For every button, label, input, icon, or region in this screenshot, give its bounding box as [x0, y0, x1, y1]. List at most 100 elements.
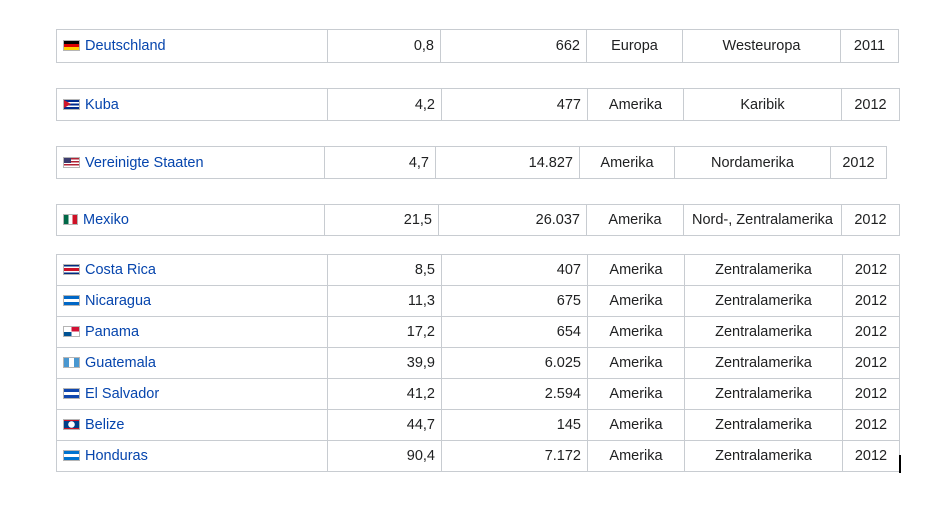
table-row: El Salvador 41,2 2.594 Amerika Zentralam… — [56, 378, 900, 410]
region-cell: Nord-, Zentralamerika — [683, 204, 842, 236]
table-section-cuba: Kuba 4,2 477 Amerika Karibik 2012 — [56, 88, 900, 121]
country-cell: Mexiko — [56, 204, 325, 236]
region-cell: Zentralamerika — [684, 440, 843, 472]
continent-cell: Amerika — [579, 146, 675, 179]
year-cell: 2012 — [842, 285, 900, 317]
country-cell: Kuba — [56, 88, 328, 121]
continent-cell: Amerika — [587, 378, 685, 410]
country-link[interactable]: Kuba — [85, 96, 119, 113]
table-row: Costa Rica 8,5 407 Amerika Zentralamerik… — [56, 254, 900, 286]
text-cursor — [899, 455, 901, 473]
country-link[interactable]: Deutschland — [85, 38, 166, 54]
table-row: Mexiko 21,5 26.037 Amerika Nord-, Zentra… — [56, 204, 900, 236]
value2-cell: 6.025 — [441, 347, 588, 379]
year-cell: 2012 — [841, 88, 900, 121]
continent-cell: Amerika — [587, 254, 685, 286]
country-link[interactable]: El Salvador — [85, 386, 160, 402]
belize-flag-icon — [63, 419, 80, 430]
germany-flag-icon — [63, 40, 80, 51]
country-cell: Belize — [56, 409, 328, 441]
nicaragua-flag-icon — [63, 295, 80, 306]
table-section-mexico: Mexiko 21,5 26.037 Amerika Nord-, Zentra… — [56, 204, 900, 236]
usa-flag-icon — [63, 156, 80, 168]
value2-cell: 145 — [441, 409, 588, 441]
continent-cell: Europa — [586, 29, 683, 63]
country-link[interactable]: Belize — [85, 417, 125, 433]
region-cell: Zentralamerika — [684, 285, 843, 317]
country-link[interactable]: Vereinigte Staaten — [85, 154, 204, 171]
value1-cell: 17,2 — [327, 316, 442, 348]
value1-cell: 44,7 — [327, 409, 442, 441]
value2-cell: 26.037 — [438, 204, 587, 236]
el-salvador-flag-icon — [63, 388, 80, 399]
continent-cell: Amerika — [587, 409, 685, 441]
value1-cell: 21,5 — [324, 204, 439, 236]
country-cell: Nicaragua — [56, 285, 328, 317]
value1-cell: 41,2 — [327, 378, 442, 410]
year-cell: 2012 — [842, 409, 900, 441]
honduras-flag-icon — [63, 450, 80, 461]
year-cell: 2012 — [842, 378, 900, 410]
country-link[interactable]: Guatemala — [85, 355, 156, 371]
mexico-flag-icon — [63, 214, 78, 225]
region-cell: Zentralamerika — [684, 378, 843, 410]
region-cell: Zentralamerika — [684, 409, 843, 441]
continent-cell: Amerika — [587, 285, 685, 317]
country-cell: Deutschland — [56, 29, 328, 63]
country-cell: Honduras — [56, 440, 328, 472]
country-cell: Costa Rica — [56, 254, 328, 286]
value2-cell: 654 — [441, 316, 588, 348]
value1-cell: 0,8 — [327, 29, 441, 63]
region-cell: Westeuropa — [682, 29, 841, 63]
country-link[interactable]: Costa Rica — [85, 262, 156, 278]
country-link[interactable]: Mexiko — [83, 212, 129, 228]
value1-cell: 11,3 — [327, 285, 442, 317]
panama-flag-icon — [63, 326, 80, 337]
continent-cell: Amerika — [587, 440, 685, 472]
guatemala-flag-icon — [63, 357, 80, 368]
table-row: Kuba 4,2 477 Amerika Karibik 2012 — [56, 88, 900, 121]
country-link[interactable]: Honduras — [85, 448, 148, 464]
value2-cell: 477 — [441, 88, 588, 121]
year-cell: 2011 — [840, 29, 899, 63]
table-row: Honduras 90,4 7.172 Amerika Zentralameri… — [56, 440, 900, 472]
continent-cell: Amerika — [587, 347, 685, 379]
table-row: Belize 44,7 145 Amerika Zentralamerika 2… — [56, 409, 900, 441]
region-cell: Karibik — [683, 88, 842, 121]
year-cell: 2012 — [830, 146, 887, 179]
country-cell: El Salvador — [56, 378, 328, 410]
table-row: Panama 17,2 654 Amerika Zentralamerika 2… — [56, 316, 900, 348]
country-link[interactable]: Nicaragua — [85, 293, 152, 309]
table-row: Nicaragua 11,3 675 Amerika Zentralamerik… — [56, 285, 900, 317]
continent-cell: Amerika — [587, 316, 685, 348]
table-row: Vereinigte Staaten 4,7 14.827 Amerika No… — [56, 146, 887, 179]
year-cell: 2012 — [842, 347, 900, 379]
value1-cell: 39,9 — [327, 347, 442, 379]
table-section-usa: Vereinigte Staaten 4,7 14.827 Amerika No… — [56, 146, 887, 179]
table-row: Guatemala 39,9 6.025 Amerika Zentralamer… — [56, 347, 900, 379]
year-cell: 2012 — [842, 440, 900, 472]
region-cell: Zentralamerika — [684, 316, 843, 348]
year-cell: 2012 — [841, 204, 900, 236]
country-cell: Panama — [56, 316, 328, 348]
continent-cell: Amerika — [587, 88, 684, 121]
value2-cell: 662 — [440, 29, 587, 63]
value2-cell: 675 — [441, 285, 588, 317]
value2-cell: 407 — [441, 254, 588, 286]
year-cell: 2012 — [842, 316, 900, 348]
region-cell: Zentralamerika — [684, 254, 843, 286]
country-cell: Guatemala — [56, 347, 328, 379]
value1-cell: 8,5 — [327, 254, 442, 286]
region-cell: Nordamerika — [674, 146, 831, 179]
value1-cell: 4,2 — [327, 88, 442, 121]
cuba-flag-icon — [63, 98, 80, 110]
country-link[interactable]: Panama — [85, 324, 140, 340]
year-cell: 2012 — [842, 254, 900, 286]
table-section-central-america: Costa Rica 8,5 407 Amerika Zentralamerik… — [56, 254, 900, 472]
continent-cell: Amerika — [586, 204, 684, 236]
costa-rica-flag-icon — [63, 264, 80, 275]
table-row: Deutschland 0,8 662 Europa Westeuropa 20… — [56, 29, 899, 63]
value1-cell: 4,7 — [324, 146, 436, 179]
table-section-germany: Deutschland 0,8 662 Europa Westeuropa 20… — [56, 29, 899, 63]
value2-cell: 14.827 — [435, 146, 580, 179]
